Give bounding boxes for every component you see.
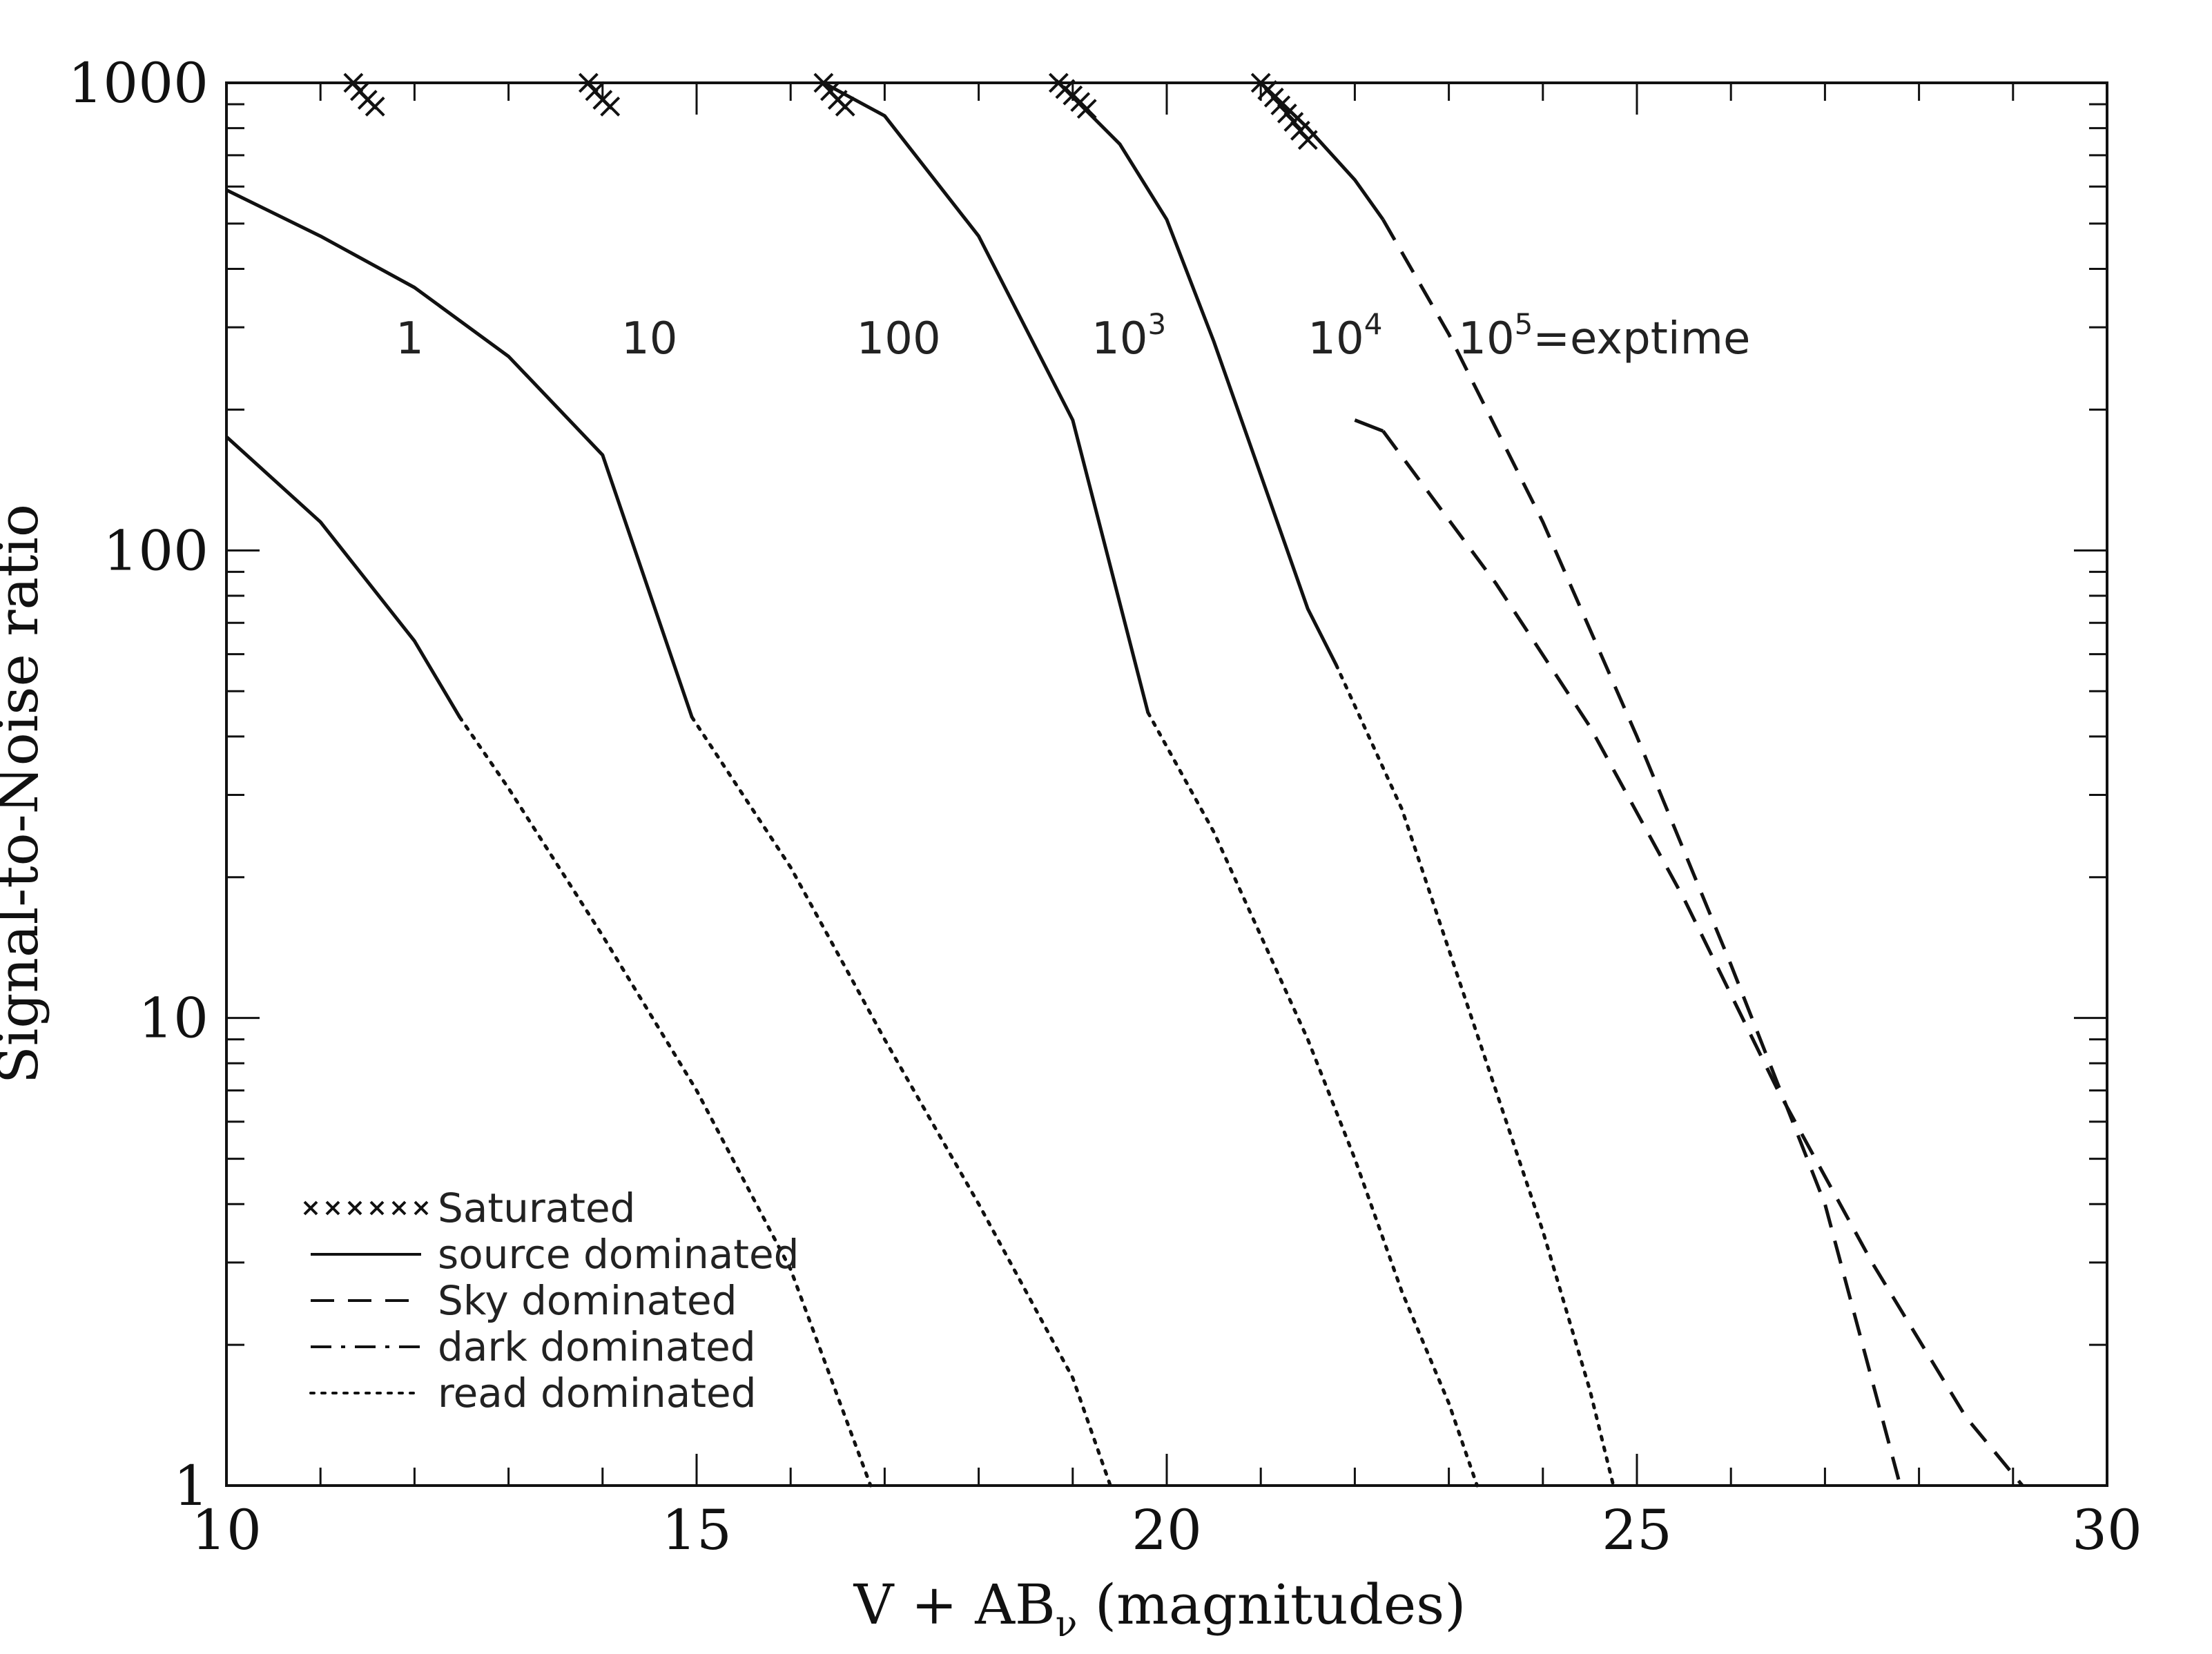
x-tick-label: 30 xyxy=(2072,1498,2142,1562)
x-tick-label: 10 xyxy=(191,1498,262,1562)
legend-saturated-marker xyxy=(391,1200,407,1216)
legend-label: Saturated xyxy=(438,1185,636,1232)
exptime-label: 104 xyxy=(1308,307,1382,364)
series-exptime-100 xyxy=(813,72,1479,1488)
curve-solid xyxy=(1354,418,1384,433)
curve-solid xyxy=(822,81,1150,713)
exptime-label: 100 xyxy=(857,313,941,364)
exptime-label: 10 xyxy=(621,313,677,364)
x-axis-label: V + ABν (magnitudes) xyxy=(853,1573,1466,1645)
exptime-label: 1 xyxy=(396,313,424,364)
legend-entry-dotted: read dominated xyxy=(309,1370,757,1417)
curve-solid xyxy=(1259,81,1385,221)
y-tick-label: 10 xyxy=(138,986,208,1051)
exptime-label: 105=exptime xyxy=(1458,307,1750,364)
x-tick-label: 20 xyxy=(1132,1498,1202,1562)
legend-label: read dominated xyxy=(438,1370,757,1417)
legend-saturated-marker xyxy=(369,1200,385,1216)
series-lines xyxy=(225,72,2024,1488)
legend-saturated-marker xyxy=(325,1200,340,1216)
legend-label: dark dominated xyxy=(438,1323,756,1370)
exptime-labels: 1 10 100 103 104 105=exptime xyxy=(396,307,1750,364)
x-axis-label-subscript: ν xyxy=(1056,1604,1078,1645)
legend-saturated-marker xyxy=(414,1200,429,1216)
legend-entry-saturated: Saturated xyxy=(303,1185,636,1232)
y-axis-label: Signal-to-Noise ratio xyxy=(0,504,50,1084)
legend-label: Sky dominated xyxy=(438,1277,737,1324)
x-axis-label-suffix: (magnitudes) xyxy=(1077,1573,1466,1637)
legend-entry-solid: source dominated xyxy=(311,1231,799,1278)
curve-dotted xyxy=(1334,663,1616,1488)
curve-solid xyxy=(225,435,461,719)
series-exptime-1000 xyxy=(1048,72,1616,1488)
saturated-marker xyxy=(835,96,855,117)
legend-entry-dashed: Sky dominated xyxy=(311,1277,737,1324)
y-tick-label: 1 xyxy=(173,1454,208,1518)
saturated-marker xyxy=(1283,112,1304,133)
series-exptime-10000 xyxy=(1250,72,1902,1486)
saturated-marker xyxy=(1297,130,1318,150)
legend-saturated-marker xyxy=(347,1200,362,1216)
legend-label: source dominated xyxy=(438,1231,799,1278)
y-tick-label: 1000 xyxy=(68,51,208,115)
exptime-label: 103 xyxy=(1092,307,1166,364)
legend-entry-dashdot: dark dominated xyxy=(311,1323,756,1370)
saturated-marker xyxy=(1076,99,1097,119)
x-axis-label-main: V + AB xyxy=(853,1573,1056,1637)
x-tick-label: 25 xyxy=(1602,1498,1672,1562)
saturated-marker xyxy=(365,96,385,117)
series-exptime-100000 xyxy=(1354,418,2024,1487)
saturated-marker xyxy=(600,96,621,117)
curve-dashed xyxy=(1381,429,2024,1487)
curve-dashed xyxy=(1381,218,1902,1486)
series-exptime-10 xyxy=(225,72,1112,1488)
curve-solid xyxy=(1057,81,1338,665)
curve-solid xyxy=(225,188,694,718)
curve-dotted xyxy=(1146,710,1479,1488)
x-tick-label: 15 xyxy=(661,1498,732,1562)
legend-saturated-marker xyxy=(303,1200,318,1216)
series-exptime-1 xyxy=(225,72,873,1488)
y-tick-label: 100 xyxy=(103,518,208,583)
